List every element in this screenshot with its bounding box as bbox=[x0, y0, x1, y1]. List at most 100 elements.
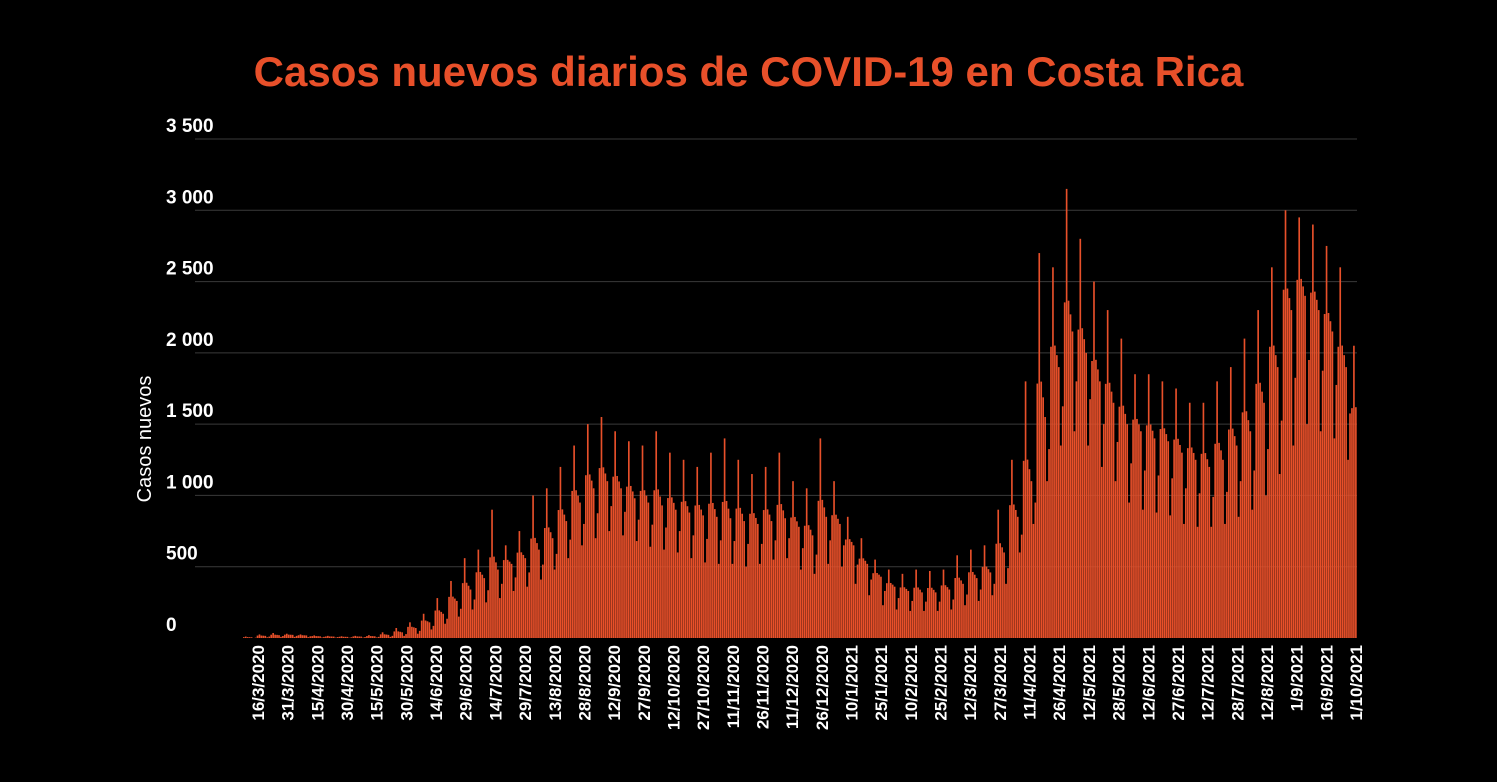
bar bbox=[477, 549, 480, 638]
bar bbox=[940, 585, 943, 638]
bar bbox=[708, 503, 710, 638]
bar bbox=[579, 502, 581, 638]
bar bbox=[282, 636, 284, 638]
bar bbox=[543, 528, 546, 638]
bar bbox=[887, 569, 890, 638]
bar bbox=[446, 618, 448, 638]
bar bbox=[1155, 512, 1158, 638]
bar bbox=[297, 635, 300, 638]
bar bbox=[774, 540, 777, 638]
bar bbox=[413, 627, 415, 638]
bar bbox=[846, 516, 849, 638]
chart-title: Casos nuevos diarios de COVID-19 en Cost… bbox=[253, 48, 1244, 95]
bar bbox=[602, 467, 605, 638]
x-tick-label: 1/10/2021 bbox=[1347, 645, 1366, 721]
bar bbox=[843, 545, 845, 638]
bar bbox=[581, 545, 583, 638]
bar bbox=[1308, 359, 1310, 638]
bar bbox=[434, 610, 437, 638]
bar bbox=[768, 514, 771, 638]
bar bbox=[1077, 329, 1080, 638]
bar bbox=[764, 466, 767, 638]
bar bbox=[628, 441, 630, 638]
bar bbox=[944, 585, 947, 638]
bar bbox=[913, 587, 915, 638]
bar bbox=[368, 635, 370, 638]
bar bbox=[995, 543, 998, 638]
bar bbox=[753, 513, 755, 638]
bar bbox=[780, 504, 783, 638]
bar bbox=[805, 488, 808, 638]
x-tick-label: 28/5/2021 bbox=[1110, 645, 1129, 721]
bar bbox=[880, 576, 882, 638]
bar bbox=[1124, 413, 1127, 638]
bar bbox=[1261, 391, 1263, 638]
bar bbox=[747, 543, 749, 638]
bar bbox=[975, 578, 978, 638]
bar bbox=[1206, 459, 1209, 638]
bar bbox=[1351, 408, 1353, 638]
bar bbox=[1220, 450, 1222, 638]
bar bbox=[1165, 434, 1168, 638]
bar bbox=[1339, 267, 1342, 638]
bar bbox=[1173, 439, 1175, 638]
bar bbox=[968, 572, 970, 638]
bar bbox=[717, 563, 720, 638]
bar bbox=[1048, 449, 1050, 638]
bar bbox=[1028, 469, 1031, 638]
bar bbox=[553, 569, 556, 638]
bar bbox=[1345, 367, 1347, 638]
bar bbox=[778, 452, 781, 638]
bar bbox=[800, 569, 802, 638]
bar bbox=[502, 560, 505, 638]
bar bbox=[256, 635, 259, 638]
bar bbox=[467, 585, 470, 638]
bar bbox=[715, 516, 718, 638]
bar bbox=[551, 538, 554, 638]
bar bbox=[276, 634, 278, 638]
bar bbox=[714, 509, 716, 638]
bar bbox=[641, 445, 644, 638]
bar bbox=[678, 531, 681, 638]
bar bbox=[1038, 253, 1041, 638]
bar bbox=[1102, 424, 1105, 638]
bar bbox=[1071, 331, 1074, 638]
bar bbox=[463, 558, 466, 638]
bar bbox=[1034, 502, 1037, 638]
bar bbox=[1235, 445, 1238, 638]
bar bbox=[1024, 381, 1027, 638]
bar bbox=[762, 510, 765, 638]
bar bbox=[985, 566, 988, 638]
bar bbox=[504, 545, 507, 638]
bar bbox=[1245, 411, 1248, 638]
bar bbox=[436, 598, 439, 638]
bar bbox=[897, 598, 900, 638]
bar bbox=[655, 431, 658, 638]
bar bbox=[647, 502, 650, 638]
bar bbox=[1005, 583, 1007, 638]
bar bbox=[385, 634, 388, 638]
bar bbox=[1312, 224, 1314, 639]
bar bbox=[1239, 481, 1242, 638]
bar bbox=[1059, 445, 1062, 638]
bar bbox=[416, 633, 419, 638]
bar bbox=[878, 574, 880, 638]
bar bbox=[784, 518, 787, 638]
bar bbox=[1278, 474, 1281, 638]
bar bbox=[1300, 278, 1302, 638]
bar bbox=[534, 537, 536, 638]
bar bbox=[1286, 288, 1289, 638]
bar bbox=[1186, 448, 1189, 638]
bar bbox=[381, 632, 384, 638]
bar bbox=[932, 589, 935, 638]
x-tick-label: 29/6/2020 bbox=[457, 645, 476, 721]
bar bbox=[1091, 361, 1093, 638]
x-tick-label: 11/12/2020 bbox=[783, 645, 802, 729]
bar bbox=[1134, 374, 1136, 638]
bar bbox=[1249, 431, 1252, 638]
bar bbox=[923, 610, 925, 638]
bar bbox=[1116, 441, 1119, 638]
bar bbox=[1241, 412, 1244, 638]
bar bbox=[899, 587, 902, 638]
bar bbox=[1315, 299, 1318, 638]
